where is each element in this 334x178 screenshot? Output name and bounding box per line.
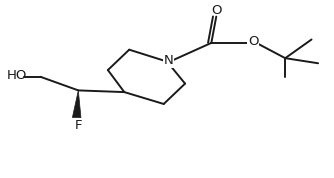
Text: HO: HO [6, 69, 27, 82]
Text: N: N [164, 54, 174, 67]
Polygon shape [72, 90, 81, 118]
Text: O: O [248, 35, 258, 48]
Text: O: O [211, 4, 221, 17]
Text: F: F [74, 119, 82, 132]
